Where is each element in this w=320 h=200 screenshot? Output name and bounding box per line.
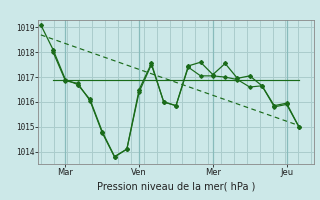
- X-axis label: Pression niveau de la mer( hPa ): Pression niveau de la mer( hPa ): [97, 181, 255, 191]
